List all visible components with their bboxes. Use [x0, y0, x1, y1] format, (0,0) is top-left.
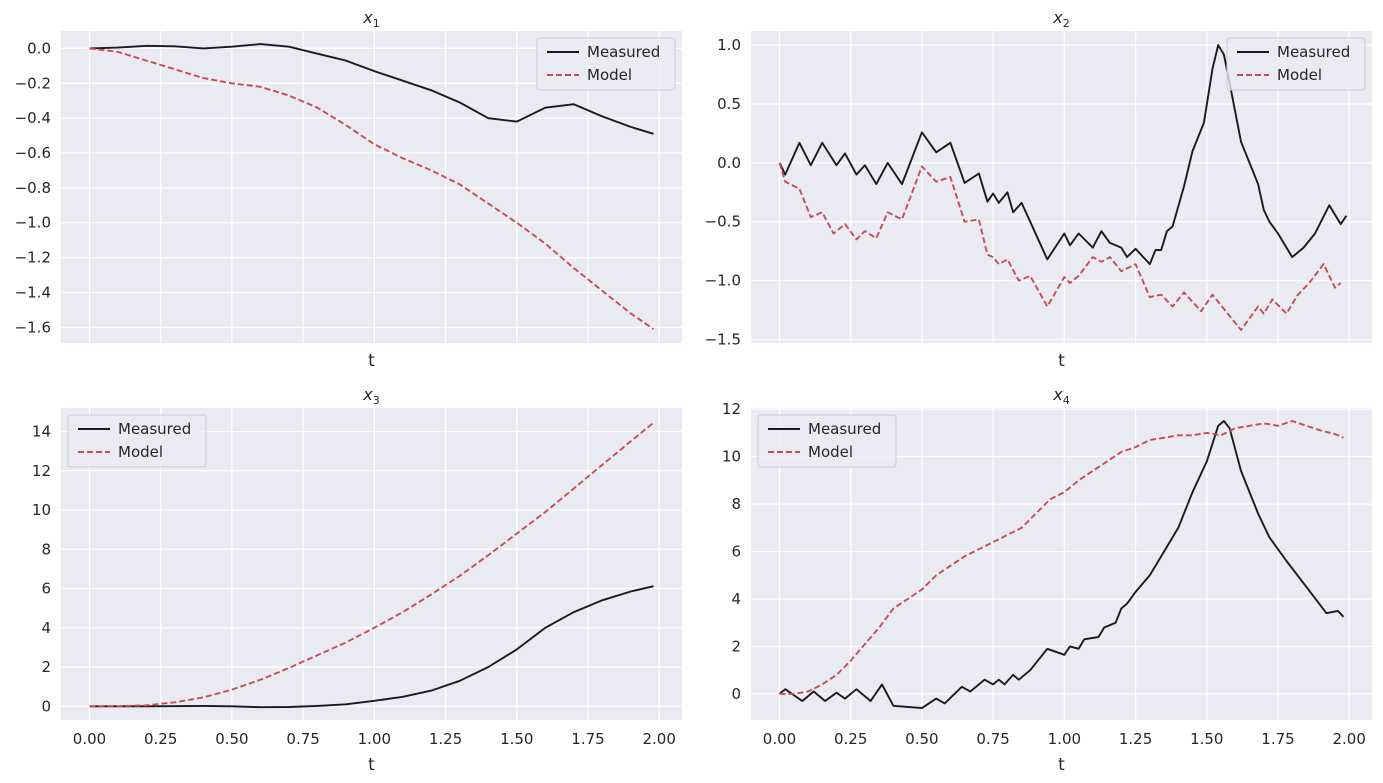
y-tick-label: −1.2 — [15, 249, 51, 267]
x-axis-label: t — [368, 351, 375, 371]
legend-model-label: Model — [118, 443, 163, 461]
y-tick-label: −0.8 — [15, 179, 51, 197]
x-tick-label: 2.00 — [643, 730, 676, 748]
y-tick-label: 12 — [722, 400, 741, 418]
legend-measured-label: Measured — [587, 43, 660, 61]
y-tick-label: 0.5 — [717, 95, 741, 113]
legend-model-label: Model — [808, 443, 853, 461]
legend-frame — [67, 414, 207, 468]
legend: Measured Model — [67, 414, 207, 468]
y-tick-label: −1.4 — [15, 283, 51, 301]
y-tick-label: −1.0 — [15, 214, 51, 232]
legend: Measured Model — [1226, 37, 1366, 91]
measured-series-line — [89, 43, 654, 135]
x-axis-label: t — [1058, 755, 1065, 775]
subplot-title: x4 — [1052, 385, 1069, 407]
model-series-line — [778, 162, 1342, 331]
subplot-x4: 12 10 8 6 4 2 0 0.00 0.25 0.50 0.75 1.00 1.25 1.50 1.7… — [722, 385, 1372, 775]
y-tick-label: 2 — [731, 637, 741, 655]
legend-model-label: Model — [1277, 66, 1322, 84]
subplot-title: x3 — [362, 385, 379, 407]
x-tick-label: 0.25 — [144, 730, 177, 748]
x-tick-label: 1.00 — [358, 730, 391, 748]
legend-model-label: Model — [587, 66, 632, 84]
y-tick-label: −1.6 — [15, 318, 51, 336]
x-tick-label: 1.50 — [500, 730, 533, 748]
subplot-title: x2 — [1052, 8, 1069, 30]
x-tick-label: 1.00 — [1048, 730, 1081, 748]
y-tick-label: 6 — [41, 580, 51, 598]
y-tick-label: −0.6 — [15, 144, 51, 162]
model-series-line — [779, 420, 1344, 695]
y-tick-label: 4 — [731, 590, 741, 608]
y-tick-label: 1.0 — [717, 36, 741, 54]
x-tick-label: 1.25 — [429, 730, 462, 748]
model-series-line — [89, 421, 655, 708]
x-tick-label: 1.75 — [1261, 730, 1294, 748]
y-tick-label: −0.4 — [15, 109, 51, 127]
legend-measured-label: Measured — [1277, 43, 1350, 61]
legend-frame — [757, 414, 897, 468]
model-series-line — [89, 47, 655, 330]
y-tick-label: −0.2 — [15, 74, 51, 92]
x-axis-label: t — [368, 755, 375, 775]
subplot-title: x1 — [362, 8, 379, 30]
x-tick-label: 2.00 — [1333, 730, 1366, 748]
x-tick-label: 0.50 — [905, 730, 938, 748]
subplot-x2: 1.0 0.5 0.0 −0.5 −1.0 −1.5 t x2 Measured Model — [705, 8, 1372, 371]
y-tick-label: −0.5 — [705, 213, 741, 231]
x-tick-label: 0.50 — [215, 730, 248, 748]
y-tick-label: −1.5 — [705, 330, 741, 348]
measured-series-line — [89, 585, 654, 709]
y-tick-label: 0 — [41, 697, 51, 715]
legend-measured-label: Measured — [118, 420, 191, 438]
y-tick-label: 8 — [731, 495, 741, 513]
legend: Measured Model — [536, 37, 676, 91]
x-tick-label: 0.00 — [73, 730, 106, 748]
subplot-x3: 14 12 10 8 6 4 2 0 0.00 0.25 0.50 0.75 1.00 1.25 1.50 1… — [32, 385, 682, 775]
x-tick-label: 0.00 — [763, 730, 796, 748]
x-tick-label: 0.75 — [976, 730, 1009, 748]
x-tick-label: 1.25 — [1119, 730, 1152, 748]
legend-measured-label: Measured — [808, 420, 881, 438]
measured-series-line — [778, 44, 1348, 266]
y-tick-label: 0 — [731, 685, 741, 703]
y-tick-label: 10 — [32, 501, 51, 519]
y-tick-label: 0.0 — [27, 39, 51, 57]
x-axis-label: t — [1058, 351, 1065, 371]
legend-frame — [536, 37, 676, 91]
legend: Measured Model — [757, 414, 897, 468]
legend-frame — [1226, 37, 1366, 91]
y-tick-label: 12 — [32, 462, 51, 480]
y-tick-label: 0.0 — [717, 154, 741, 172]
y-tick-label: 2 — [41, 658, 51, 676]
y-tick-label: 8 — [41, 540, 51, 558]
y-tick-label: 6 — [731, 543, 741, 561]
subplot-x1: 0.0 −0.2 −0.4 −0.6 −0.8 −1.0 −1.2 −1.4 −1.6 t x1 Me… — [15, 8, 682, 371]
y-tick-label: −1.0 — [705, 272, 741, 290]
measured-series-line — [778, 420, 1345, 710]
y-tick-label: 14 — [32, 423, 51, 441]
x-tick-label: 1.50 — [1190, 730, 1223, 748]
x-tick-label: 1.75 — [571, 730, 604, 748]
x-tick-label: 0.25 — [834, 730, 867, 748]
y-tick-label: 10 — [722, 448, 741, 466]
x-tick-label: 0.75 — [286, 730, 319, 748]
y-tick-label: 4 — [41, 619, 51, 637]
